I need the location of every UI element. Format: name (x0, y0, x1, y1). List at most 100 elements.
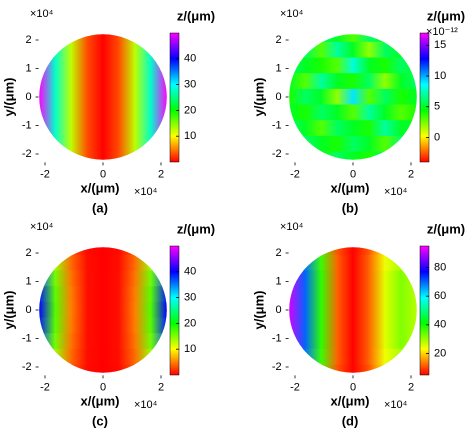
heatmap-cell (118, 333, 136, 350)
heatmap-cell (39, 247, 56, 256)
heatmap-cell (368, 151, 386, 160)
heatmap-cell (384, 135, 402, 153)
colorbar (169, 32, 180, 163)
heatmap-cell (400, 120, 417, 137)
heatmap-cell (336, 247, 354, 256)
heatmap-cell (39, 104, 56, 121)
heatmap-cell (150, 317, 167, 334)
heatmap-cell (289, 73, 306, 90)
y-tick-label: -2 (22, 361, 32, 373)
heatmap-cell (70, 247, 88, 256)
heatmap-cell (102, 104, 120, 121)
heatmap-cell (118, 73, 136, 90)
y-tick-label: 2 (275, 34, 281, 46)
heatmap-cell (304, 41, 322, 59)
heatmap-cell (384, 286, 402, 303)
heatmap-cell (39, 348, 56, 366)
heatmap-field (39, 34, 167, 160)
heatmap-cell (118, 364, 136, 373)
heatmap-cell (352, 151, 370, 160)
heatmap-cell (54, 254, 72, 272)
heatmap-cell (102, 88, 120, 106)
heatmap-cell (86, 270, 104, 287)
heatmap-cell (400, 317, 417, 334)
heatmap-cell (336, 270, 354, 287)
panel-label: (b) (342, 200, 359, 215)
heatmap-cell (304, 348, 322, 366)
heatmap-cell (70, 135, 88, 153)
y-tick-label: 0 (25, 91, 31, 103)
heatmap-cell (368, 286, 386, 303)
heatmap-cell (54, 73, 72, 90)
heatmap-cell (150, 41, 167, 59)
heatmap-cell (320, 333, 338, 350)
heatmap-cell (352, 348, 370, 366)
heatmap-cell (336, 364, 354, 373)
heatmap-cell (54, 120, 72, 137)
heatmap-cell (352, 270, 370, 287)
heatmap-cell (400, 348, 417, 366)
heatmap-cell (400, 254, 417, 272)
heatmap-cell (118, 286, 136, 303)
heatmap-cell (150, 286, 167, 303)
panel-label: (a) (92, 200, 108, 215)
heatmap-cell (39, 151, 56, 160)
x-exponent: ×10⁴ (134, 399, 158, 411)
y-tick-label: -2 (272, 148, 282, 160)
heatmap-cell (86, 41, 104, 59)
colorbar-tick-label: 40 (184, 266, 196, 278)
y-tick-label: -1 (22, 332, 32, 344)
y-exponent: ×10⁴ (30, 221, 54, 233)
colorbar-tick-label: 15 (434, 39, 446, 51)
heatmap-cell (102, 333, 120, 350)
heatmap-cell (39, 301, 56, 319)
heatmap-cell (352, 364, 370, 373)
heatmap-cell (150, 120, 167, 137)
x-tick-label: 0 (100, 168, 106, 180)
heatmap-cell (54, 88, 72, 106)
heatmap-cell (86, 317, 104, 334)
heatmap-cell (86, 135, 104, 153)
heatmap-cell (118, 254, 136, 272)
heatmap-cell (384, 73, 402, 90)
heatmap-cell (289, 151, 306, 160)
heatmap-cell (289, 57, 306, 74)
heatmap-cell (118, 135, 136, 153)
heatmap-cell (134, 34, 152, 43)
y-tick-label: -1 (22, 119, 32, 131)
heatmap-cell (70, 151, 88, 160)
heatmap-cell (289, 34, 306, 43)
heatmap-cell (150, 34, 167, 43)
y-tick-label: 0 (275, 91, 281, 103)
heatmap-cell (54, 104, 72, 121)
heatmap-cell (70, 270, 88, 287)
heatmap-cell (384, 41, 402, 59)
heatmap-cell (118, 317, 136, 334)
heatmap-cell (320, 135, 338, 153)
heatmap-cell (368, 247, 386, 256)
heatmap-cell (384, 34, 402, 43)
heatmap-cell (384, 333, 402, 350)
heatmap-cell (39, 286, 56, 303)
heatmap-cell (352, 41, 370, 59)
heatmap-cell (304, 73, 322, 90)
y-tick-label: 1 (25, 275, 31, 287)
heatmap-cell (320, 286, 338, 303)
heatmap-cell (320, 270, 338, 287)
heatmap-cell (134, 247, 152, 256)
heatmap-cell (39, 41, 56, 59)
colorbar-label: z/(μm) (427, 8, 465, 23)
heatmap-cell (336, 254, 354, 272)
heatmap-cell (150, 333, 167, 350)
heatmap-cell (39, 120, 56, 137)
heatmap-cell (400, 333, 417, 350)
heatmap-cell (336, 34, 354, 43)
heatmap-cell (384, 151, 402, 160)
heatmap-cell (150, 73, 167, 90)
heatmap-cell (134, 254, 152, 272)
heatmap-cell (336, 88, 354, 106)
heatmap-cell (384, 57, 402, 74)
heatmap-cell (134, 57, 152, 74)
heatmap-cell (134, 317, 152, 334)
x-exponent: ×10⁴ (384, 399, 408, 411)
